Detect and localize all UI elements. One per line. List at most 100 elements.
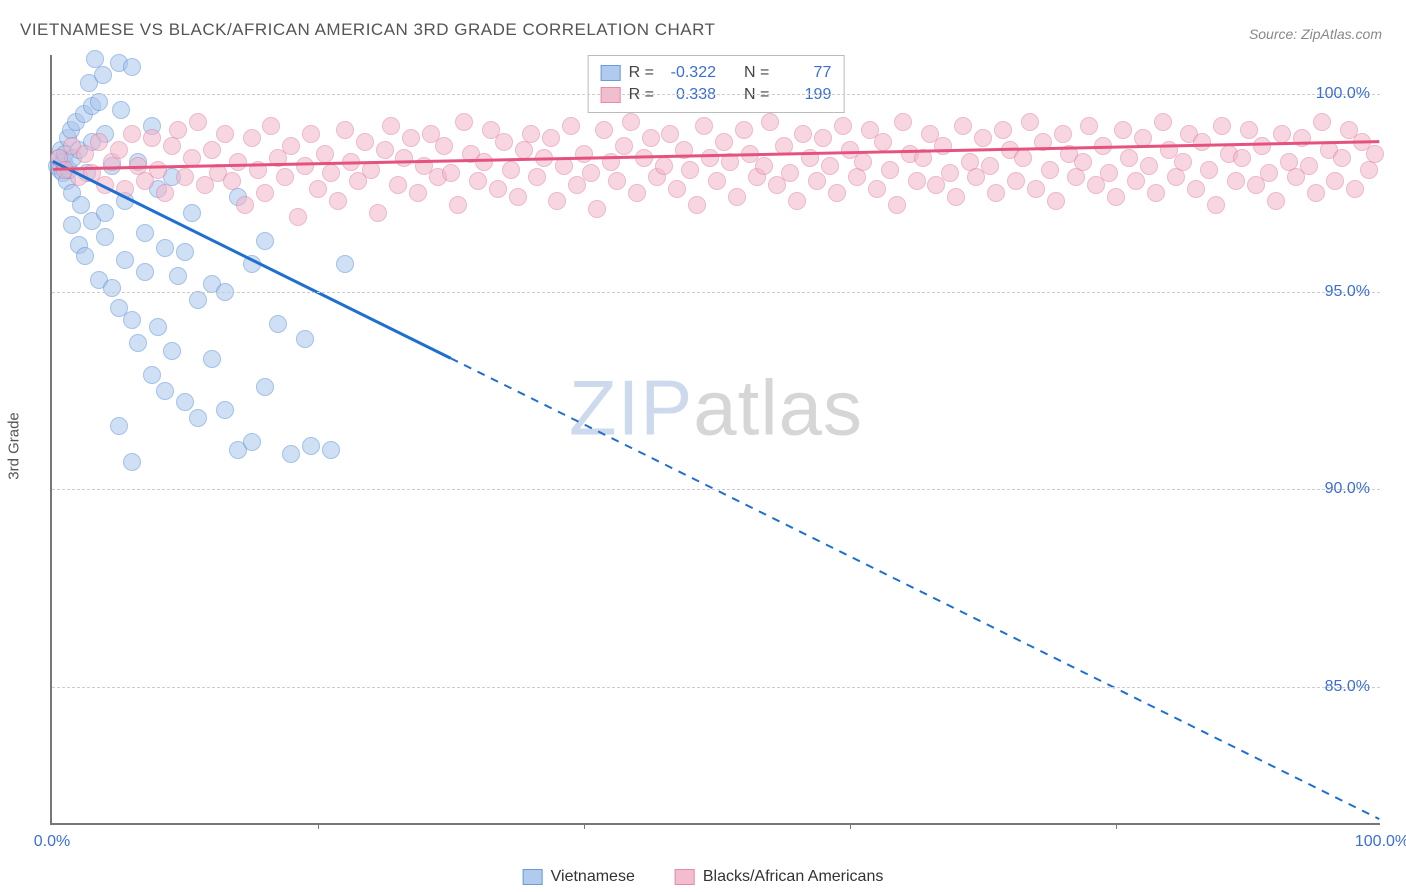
scatter-point <box>262 117 280 135</box>
scatter-point <box>701 149 719 167</box>
scatter-point <box>495 133 513 151</box>
scatter-point <box>322 441 340 459</box>
scatter-point <box>1140 157 1158 175</box>
scatter-point <box>395 149 413 167</box>
scatter-point <box>176 243 194 261</box>
xtick <box>584 823 585 829</box>
scatter-point <box>881 161 899 179</box>
scatter-point <box>455 113 473 131</box>
scatter-point <box>1240 121 1258 139</box>
scatter-point <box>908 172 926 190</box>
scatter-point <box>123 311 141 329</box>
scatter-point <box>382 117 400 135</box>
scatter-point <box>1134 129 1152 147</box>
scatter-point <box>794 125 812 143</box>
scatter-point <box>721 153 739 171</box>
scatter-point <box>1021 113 1039 131</box>
scatter-point <box>615 137 633 155</box>
scatter-point <box>163 342 181 360</box>
scatter-point <box>675 141 693 159</box>
scatter-point <box>96 228 114 246</box>
scatter-point <box>1014 149 1032 167</box>
scatter-point <box>582 164 600 182</box>
scatter-point <box>655 157 673 175</box>
scatter-point <box>788 192 806 210</box>
scatter-point <box>934 137 952 155</box>
scatter-point <box>695 117 713 135</box>
scatter-point <box>163 137 181 155</box>
scatter-point <box>176 168 194 186</box>
scatter-point <box>522 125 540 143</box>
scatter-point <box>129 334 147 352</box>
scatter-point <box>1200 161 1218 179</box>
scatter-point <box>1333 149 1351 167</box>
scatter-point <box>216 401 234 419</box>
source-attribution: Source: ZipAtlas.com <box>1249 26 1382 42</box>
gridline <box>52 292 1380 293</box>
scatter-point <box>1054 125 1072 143</box>
scatter-point <box>1100 164 1118 182</box>
scatter-point <box>688 196 706 214</box>
ytick-label: 90.0% <box>1325 480 1370 498</box>
scatter-point <box>1346 180 1364 198</box>
gridline <box>52 687 1380 688</box>
scatter-point <box>848 168 866 186</box>
scatter-point <box>282 445 300 463</box>
scatter-point <box>622 113 640 131</box>
scatter-point <box>1147 184 1165 202</box>
xtick <box>318 823 319 829</box>
scatter-point <box>642 129 660 147</box>
scatter-point <box>735 121 753 139</box>
xtick-label: 0.0% <box>34 833 70 851</box>
scatter-point <box>336 121 354 139</box>
ytick-label: 100.0% <box>1316 85 1370 103</box>
scatter-point <box>562 117 580 135</box>
scatter-point <box>947 188 965 206</box>
legend-row-1: R = -0.322 N = 77 <box>601 62 832 84</box>
scatter-point <box>296 330 314 348</box>
scatter-point <box>1154 113 1172 131</box>
scatter-point <box>608 172 626 190</box>
scatter-point <box>449 196 467 214</box>
scatter-point <box>1174 153 1192 171</box>
scatter-point <box>1207 196 1225 214</box>
scatter-point <box>243 433 261 451</box>
scatter-point <box>223 172 241 190</box>
scatter-point <box>189 291 207 309</box>
scatter-point <box>316 145 334 163</box>
scatter-point <box>681 161 699 179</box>
n-label: N = <box>744 64 769 82</box>
legend-item-1: Vietnamese <box>523 868 635 886</box>
scatter-point <box>236 196 254 214</box>
scatter-point <box>575 145 593 163</box>
scatter-point <box>389 176 407 194</box>
r-value-1: -0.322 <box>662 64 716 82</box>
scatter-point <box>229 153 247 171</box>
legend-swatch-icon <box>523 869 543 885</box>
n-value-1: 77 <box>777 64 831 82</box>
scatter-point <box>954 117 972 135</box>
scatter-point <box>256 184 274 202</box>
scatter-point <box>814 129 832 147</box>
scatter-point <box>1267 192 1285 210</box>
scatter-point <box>595 121 613 139</box>
scatter-point <box>309 180 327 198</box>
chart-title: VIETNAMESE VS BLACK/AFRICAN AMERICAN 3RD… <box>20 20 715 40</box>
scatter-point <box>1067 168 1085 186</box>
scatter-point <box>256 378 274 396</box>
scatter-point <box>183 204 201 222</box>
scatter-point <box>1114 121 1132 139</box>
scatter-point <box>708 172 726 190</box>
scatter-point <box>981 157 999 175</box>
scatter-point <box>302 437 320 455</box>
scatter-point <box>854 153 872 171</box>
scatter-point <box>821 157 839 175</box>
ytick-label: 85.0% <box>1325 678 1370 696</box>
scatter-point <box>189 113 207 131</box>
scatter-point <box>1107 188 1125 206</box>
scatter-point <box>243 255 261 273</box>
watermark-atlas: atlas <box>693 364 863 452</box>
scatter-point <box>110 141 128 159</box>
scatter-point <box>123 125 141 143</box>
scatter-point <box>1233 149 1251 167</box>
